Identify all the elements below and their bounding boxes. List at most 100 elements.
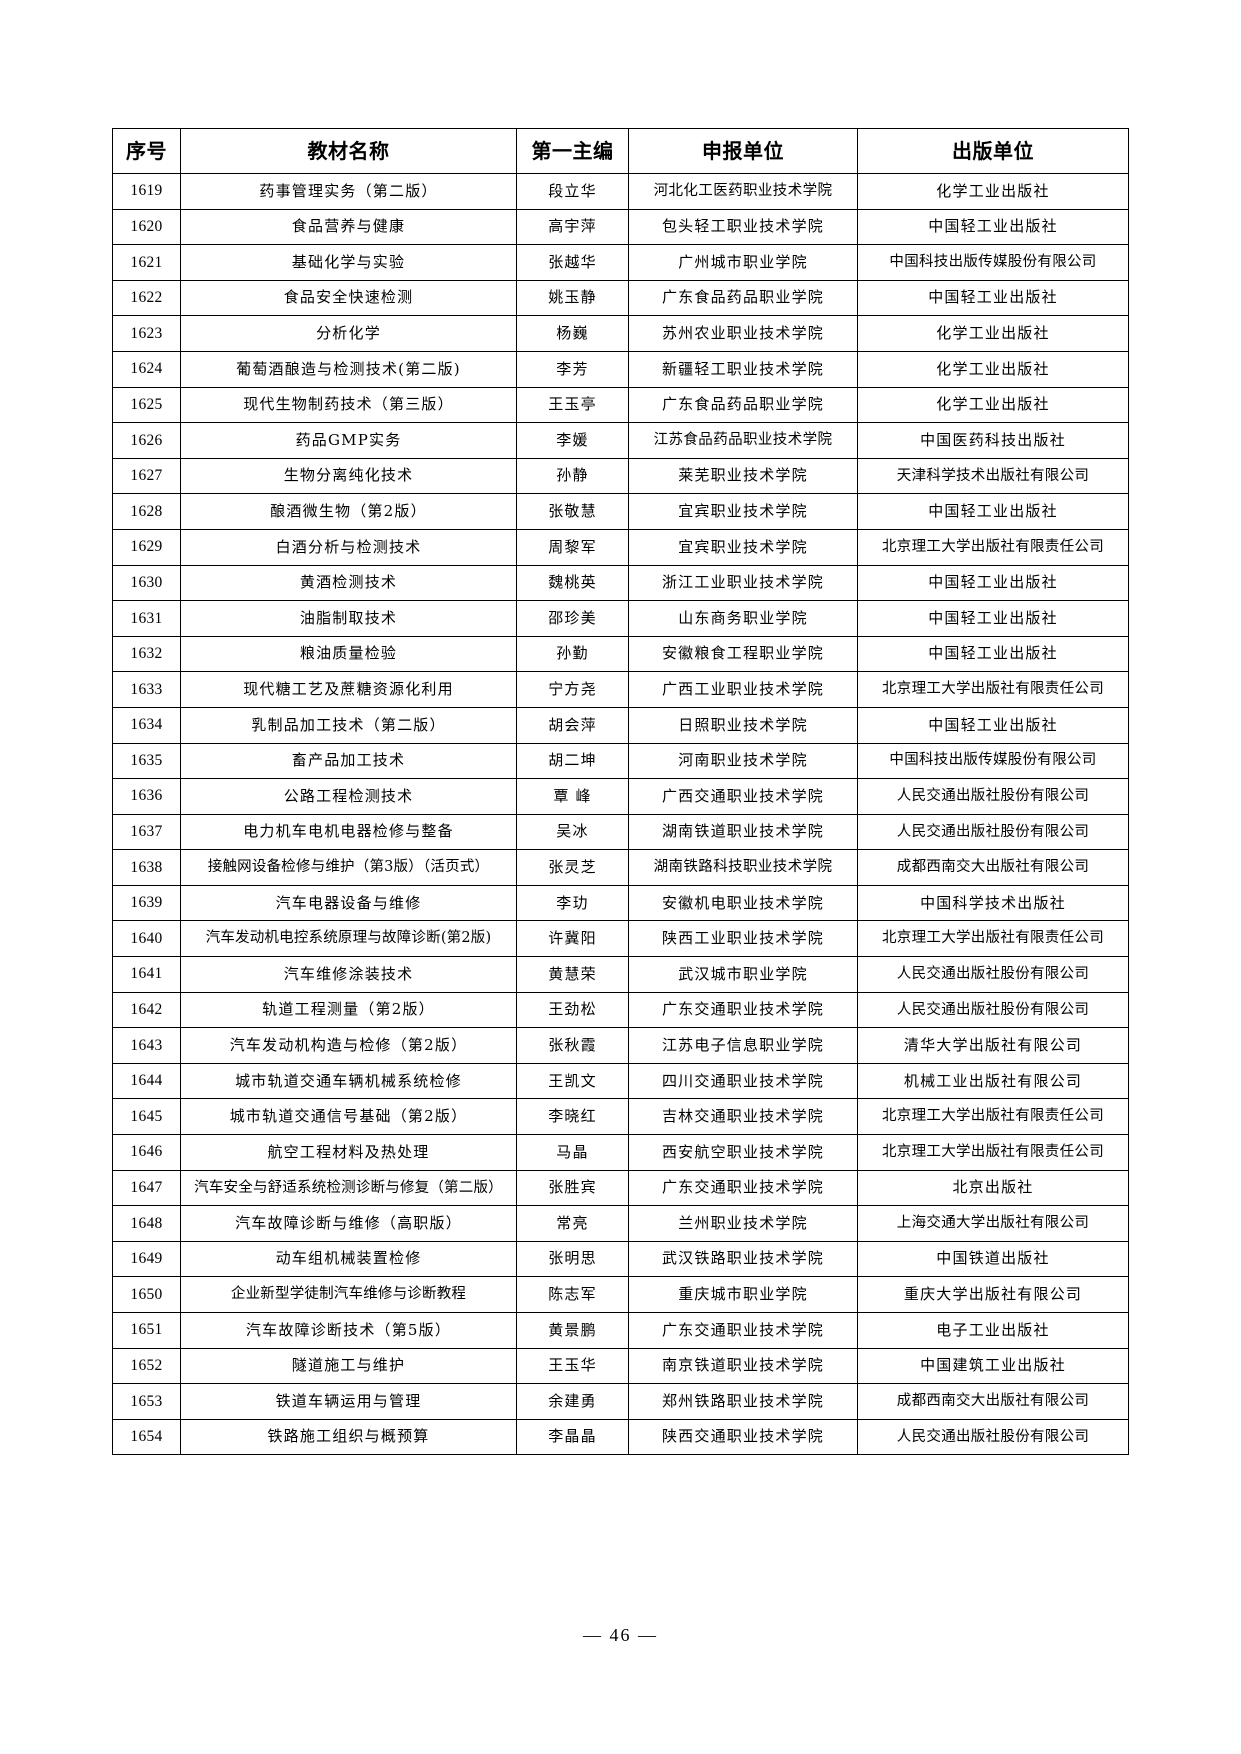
cell-textbook-name: 公路工程检测技术: [180, 778, 517, 815]
cell-textbook-name: 铁道车辆运用与管理: [180, 1383, 517, 1420]
cell-textbook-name: 白酒分析与检测技术: [180, 528, 517, 566]
cell-applicant-unit: 广东食品药品职业学院: [628, 279, 858, 317]
table-header: 序号 教材名称 第一主编 申报单位 出版单位: [112, 128, 1129, 174]
table-row: 1652 隧道施工与维护 王玉华 南京铁道职业技术学院 中国建筑工业出版社: [112, 1347, 1129, 1385]
cell-applicant-unit: 河北化工医药职业技术学院: [628, 173, 858, 210]
cell-publisher-unit: 化学工业出版社: [857, 173, 1129, 210]
column-header-applicant-unit: 申报单位: [628, 128, 858, 174]
cell-publisher-unit: 北京理工大学出版社有限责任公司: [857, 671, 1129, 708]
cell-sequence: 1630: [112, 564, 181, 602]
cell-textbook-name: 分析化学: [180, 315, 517, 352]
cell-publisher-unit: 人民交通出版社股份有限公司: [857, 956, 1129, 993]
table-row: 1622 食品安全快速检测 姚玉静 广东食品药品职业学院 中国轻工业出版社: [112, 279, 1129, 317]
cell-applicant-unit: 郑州铁路职业技术学院: [628, 1383, 858, 1420]
cell-applicant-unit: 莱芜职业技术学院: [628, 457, 858, 495]
cell-applicant-unit: 广东交通职业技术学院: [628, 1169, 858, 1207]
cell-sequence: 1649: [112, 1240, 181, 1278]
table-row: 1640 汽车发动机电控系统原理与故障诊断(第2版) 许冀阳 陕西工业职业技术学院 北京…: [112, 920, 1129, 958]
table-row: 1635 畜产品加工技术 胡二坤 河南职业技术学院 中国科技出版传媒股份有限公司: [112, 742, 1129, 780]
cell-first-editor: 王玉华: [516, 1347, 629, 1385]
cell-sequence: 1635: [112, 742, 181, 780]
cell-sequence: 1636: [112, 778, 181, 815]
cell-sequence: 1654: [112, 1418, 181, 1456]
cell-textbook-name: 药品GMP实务: [180, 422, 517, 459]
cell-textbook-name: 葡萄酒酿造与检测技术(第二版): [180, 350, 517, 388]
cell-first-editor: 常亮: [516, 1205, 629, 1242]
cell-first-editor: 吴冰: [516, 813, 629, 851]
cell-publisher-unit: 化学工业出版社: [857, 315, 1129, 352]
cell-textbook-name: 汽车发动机电控系统原理与故障诊断(第2版): [180, 920, 517, 958]
cell-first-editor: 胡二坤: [516, 742, 629, 780]
cell-publisher-unit: 中国轻工业出版社: [857, 208, 1129, 246]
cell-textbook-name: 乳制品加工技术（第二版）: [180, 706, 517, 744]
cell-first-editor: 张胜宾: [516, 1169, 629, 1207]
table-row: 1628 酿酒微生物（第2版） 张敬慧 宜宾职业技术学院 中国轻工业出版社: [112, 493, 1129, 530]
cell-publisher-unit: 成都西南交大出版社有限公司: [857, 849, 1129, 886]
cell-applicant-unit: 广西交通职业技术学院: [628, 778, 858, 815]
cell-applicant-unit: 宜宾职业技术学院: [628, 528, 858, 566]
cell-publisher-unit: 中国轻工业出版社: [857, 493, 1129, 530]
cell-applicant-unit: 新疆轻工职业技术学院: [628, 350, 858, 388]
cell-textbook-name: 汽车故障诊断技术（第5版）: [180, 1312, 517, 1349]
cell-sequence: 1642: [112, 991, 181, 1029]
cell-textbook-name: 城市轨道交通信号基础（第2版）: [180, 1098, 517, 1136]
cell-publisher-unit: 清华大学出版社有限公司: [857, 1027, 1129, 1064]
cell-sequence: 1644: [112, 1062, 181, 1100]
cell-first-editor: 孙勤: [516, 635, 629, 673]
cell-first-editor: 姚玉静: [516, 279, 629, 317]
cell-sequence: 1628: [112, 493, 181, 530]
cell-textbook-name: 汽车故障诊断与维修（高职版）: [180, 1205, 517, 1242]
cell-publisher-unit: 人民交通出版社股份有限公司: [857, 778, 1129, 815]
table-row: 1621 基础化学与实验 张越华 广州城市职业学院 中国科技出版传媒股份有限公司: [112, 244, 1129, 281]
cell-publisher-unit: 北京理工大学出版社有限责任公司: [857, 920, 1129, 958]
cell-textbook-name: 汽车安全与舒适系统检测诊断与修复（第二版）: [180, 1169, 517, 1207]
table-row: 1643 汽车发动机构造与检修（第2版） 张秋霞 江苏电子信息职业学院 清华大学出版社有…: [112, 1027, 1129, 1064]
table-row: 1620 食品营养与健康 高宇萍 包头轻工职业技术学院 中国轻工业出版社: [112, 208, 1129, 246]
cell-publisher-unit: 中国轻工业出版社: [857, 635, 1129, 673]
table-row: 1638 接触网设备检修与维护（第3版）（活页式） 张灵芝 湖南铁路科技职业技术学院成…: [112, 849, 1129, 886]
cell-sequence: 1625: [112, 386, 181, 424]
cell-applicant-unit: 江苏食品药品职业技术学院: [628, 422, 858, 459]
cell-textbook-name: 城市轨道交通车辆机械系统检修: [180, 1062, 517, 1100]
cell-applicant-unit: 安徽机电职业技术学院: [628, 884, 858, 922]
cell-sequence: 1647: [112, 1169, 181, 1207]
column-header-first-editor: 第一主编: [516, 128, 629, 174]
cell-applicant-unit: 苏州农业职业技术学院: [628, 315, 858, 352]
cell-publisher-unit: 上海交通大学出版社有限公司: [857, 1205, 1129, 1242]
cell-applicant-unit: 浙江工业职业技术学院: [628, 564, 858, 602]
cell-applicant-unit: 四川交通职业技术学院: [628, 1062, 858, 1100]
cell-first-editor: 李晶晶: [516, 1418, 629, 1456]
cell-sequence: 1623: [112, 315, 181, 352]
table-row: 1647 汽车安全与舒适系统检测诊断与修复（第二版） 张胜宾 广东交通职业技术学院 北京…: [112, 1169, 1129, 1207]
cell-textbook-name: 现代生物制药技术（第三版）: [180, 386, 517, 424]
table-row: 1632 粮油质量检验 孙勤 安徽粮食工程职业学院 中国轻工业出版社: [112, 635, 1129, 673]
cell-first-editor: 张秋霞: [516, 1027, 629, 1064]
cell-first-editor: 周黎军: [516, 528, 629, 566]
cell-publisher-unit: 成都西南交大出版社有限公司: [857, 1383, 1129, 1420]
cell-applicant-unit: 山东商务职业学院: [628, 600, 858, 637]
cell-first-editor: 黄景鹏: [516, 1312, 629, 1349]
table-row: 1627 生物分离纯化技术 孙静 莱芜职业技术学院 天津科学技术出版社有限公司: [112, 457, 1129, 495]
cell-publisher-unit: 化学工业出版社: [857, 386, 1129, 424]
cell-first-editor: 宁方尧: [516, 671, 629, 708]
cell-sequence: 1632: [112, 635, 181, 673]
table-row: 1648 汽车故障诊断与维修（高职版） 常亮 兰州职业技术学院 上海交通大学出版社有限公…: [112, 1205, 1129, 1242]
cell-textbook-name: 油脂制取技术: [180, 600, 517, 637]
cell-applicant-unit: 重庆城市职业学院: [628, 1276, 858, 1313]
cell-first-editor: 张越华: [516, 244, 629, 281]
cell-applicant-unit: 武汉铁路职业技术学院: [628, 1240, 858, 1278]
table-row: 1654 铁路施工组织与概预算 李晶晶 陕西交通职业技术学院 人民交通出版社股份有限公司: [112, 1418, 1129, 1456]
cell-sequence: 1640: [112, 920, 181, 958]
cell-sequence: 1653: [112, 1383, 181, 1420]
cell-textbook-name: 航空工程材料及热处理: [180, 1134, 517, 1171]
column-header-textbook-name: 教材名称: [180, 128, 517, 174]
cell-sequence: 1626: [112, 422, 181, 459]
cell-sequence: 1641: [112, 956, 181, 993]
cell-sequence: 1629: [112, 528, 181, 566]
cell-publisher-unit: 重庆大学出版社有限公司: [857, 1276, 1129, 1313]
textbook-listing-table: 序号 教材名称 第一主编 申报单位 出版单位 1619 药事管理实务（第二版） 段立…: [112, 128, 1129, 1456]
table-row: 1646 航空工程材料及热处理 马晶 西安航空职业技术学院 北京理工大学出版社有限责任公…: [112, 1134, 1129, 1171]
cell-textbook-name: 药事管理实务（第二版）: [180, 173, 517, 210]
cell-sequence: 1645: [112, 1098, 181, 1136]
cell-first-editor: 黄慧荣: [516, 956, 629, 993]
